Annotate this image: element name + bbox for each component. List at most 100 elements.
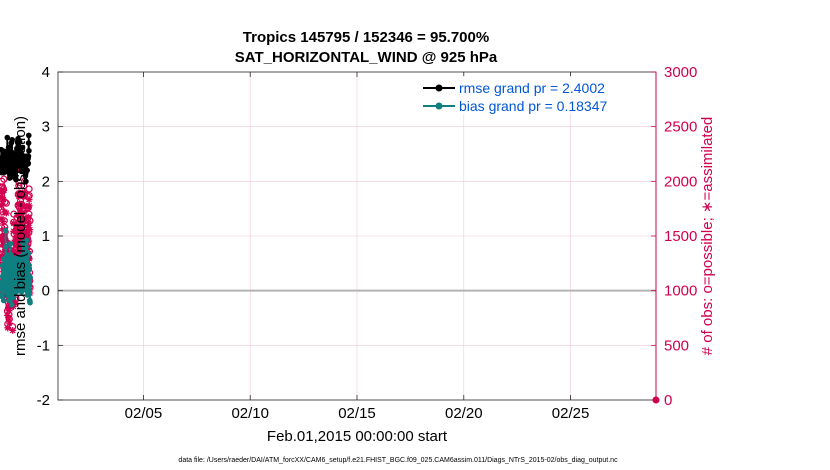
x-tick-label: 02/25 (552, 405, 590, 422)
x-tick-label: 02/15 (338, 405, 376, 422)
rmse-point (5, 144, 12, 151)
legend: rmse grand pr = 2.4002 bias grand pr = 0… (422, 76, 650, 114)
bias-point (2, 227, 9, 234)
bias-point (6, 297, 13, 304)
bias-point (25, 285, 32, 292)
bias-series (0, 227, 33, 308)
y-right-tick-label: 1500 (664, 228, 697, 245)
y-right-tick-label: 2000 (664, 173, 697, 190)
y-right-axis-ticks: 0 500 1000 1500 2000 2500 3000 (651, 64, 697, 409)
obs-assimilated-marker (0, 236, 5, 244)
bias-point (24, 237, 30, 244)
obs-assimilated-marker (24, 230, 31, 238)
bias-point (27, 299, 33, 306)
y-left-tick-label: -1 (37, 337, 50, 354)
obs-possible-marker (2, 199, 10, 207)
obs-assimilated-marker (17, 219, 25, 227)
x-tick-label: 02/10 (231, 405, 269, 422)
legend-bias-label: bias grand pr = 0.18347 (459, 98, 607, 114)
rmse-series (0, 132, 32, 185)
rmse-point (25, 160, 32, 167)
rmse-point (26, 147, 32, 154)
bias-point (8, 253, 15, 260)
obs-count-series (0, 153, 660, 404)
obs-assimilated-marker (20, 193, 28, 200)
obs-assimilated-marker (13, 223, 21, 230)
chart-title-line2: SAT_HORIZONTAL_WIND @ 925 hPa (235, 49, 498, 66)
x-tick-label: 02/20 (445, 405, 483, 422)
bias-point (25, 250, 32, 257)
obs-possible-marker (15, 182, 23, 190)
rmse-point (13, 176, 19, 183)
obs-assimilated-marker (5, 315, 13, 323)
obs-assimilated-marker (17, 226, 25, 234)
bias-point (26, 262, 32, 269)
y-left-tick-label: -2 (37, 392, 50, 409)
obs-assimilated-marker (25, 202, 33, 210)
y-left-tick-label: 2 (42, 173, 50, 190)
rmse-point (9, 136, 15, 143)
obs-assimilated-marker (21, 202, 28, 210)
obs-assimilated-marker (0, 194, 6, 201)
obs-assimilated-marker (10, 238, 18, 246)
rmse-point (4, 134, 11, 141)
footer-data-file: data file: /Users/raeder/DAI/ATM_forcXX/… (178, 457, 618, 464)
obs-assimilated-marker (5, 319, 13, 327)
obs-assimilated-marker (18, 210, 25, 218)
y-right-tick-label: 500 (664, 337, 689, 354)
x-tick-label: 02/05 (125, 405, 163, 422)
y-right-axis-label: # of obs: o=possible; ∗=assimilated (699, 117, 716, 356)
bias-point (0, 297, 7, 304)
bias-point (26, 280, 33, 286)
obs-assimilated-marker (0, 198, 7, 206)
rmse-point (19, 144, 26, 151)
y-left-tick-label: 4 (42, 64, 50, 81)
bias-point (0, 292, 5, 298)
rmse-point (24, 167, 30, 174)
obs-assimilated-marker (26, 226, 34, 234)
rmse-point (25, 153, 32, 159)
obs-assimilated-marker (25, 196, 33, 203)
y-left-tick-label: 1 (42, 228, 50, 245)
obs-assimilated-marker (15, 189, 23, 197)
obs-assimilated-marker (16, 213, 23, 221)
bias-point (20, 260, 27, 267)
y-left-axis-label: rmse and bias (model - observation) (12, 116, 29, 356)
legend-rmse-label: rmse grand pr = 2.4002 (459, 80, 605, 96)
bias-point (8, 302, 15, 308)
bias-point (3, 244, 9, 250)
legend-rmse-swatch-marker (435, 84, 443, 92)
legend-bias-swatch-marker (435, 102, 443, 110)
obs-assimilated-marker (4, 324, 12, 332)
chart-title-line1: Tropics 145795 / 152346 = 95.700% (243, 29, 489, 46)
rmse-point (16, 139, 23, 145)
rmse-point (23, 178, 29, 185)
obs-assimilated-marker (9, 327, 17, 334)
obs-assimilated-marker (12, 300, 20, 307)
y-right-tick-label: 2500 (664, 119, 697, 136)
x-axis-ticks: 02/05 02/10 02/15 02/20 02/25 (125, 72, 590, 422)
rmse-point (25, 132, 32, 139)
rmse-point (25, 140, 32, 146)
obs-assimilated-marker (0, 202, 5, 210)
obs-assimilated-marker (5, 307, 13, 315)
obs-assimilated-marker (0, 186, 8, 194)
x-axis-label: Feb.01,2015 00:00:00 start (267, 428, 448, 445)
y-right-tick-label: 0 (664, 392, 672, 409)
bias-point (7, 240, 14, 247)
grid-lines (58, 71, 656, 401)
bias-point (21, 264, 27, 271)
bias-point (10, 294, 17, 301)
legend-box (422, 76, 650, 114)
y-right-tick-label: 3000 (664, 64, 697, 81)
obs-assimilated-marker (4, 311, 11, 319)
y-left-axis-ticks: -2 -1 0 1 2 3 4 (37, 64, 63, 409)
bias-point (26, 291, 33, 297)
obs-possible-marker (25, 210, 33, 218)
obs-assimilated-marker (15, 166, 22, 173)
rmse-point (13, 168, 19, 175)
bias-point (27, 274, 33, 281)
obs-assimilated-marker (21, 188, 29, 196)
y-right-tick-label: 1000 (664, 283, 697, 300)
obs-possible-marker (26, 217, 34, 225)
